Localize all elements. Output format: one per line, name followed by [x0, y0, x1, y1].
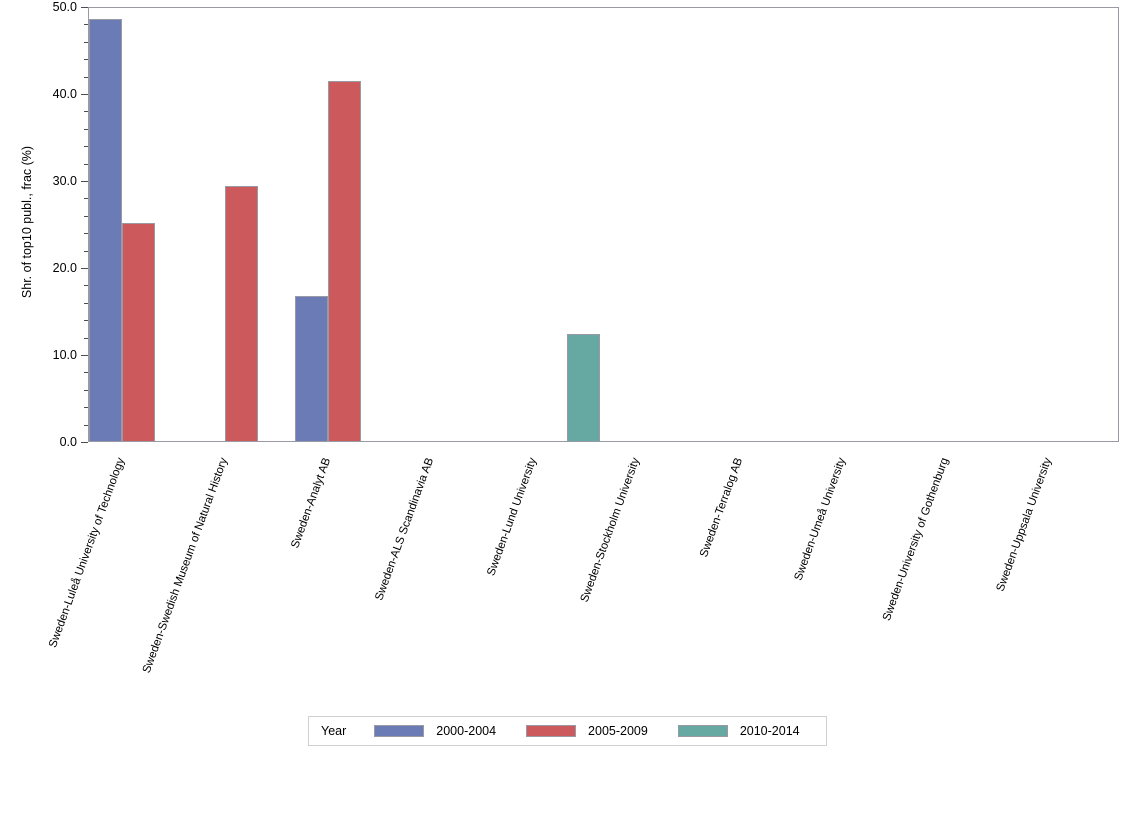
- x-axis-category-label: Sweden-Luleå University of Technology: [46, 456, 127, 650]
- y-tick-label: 10.0: [52, 348, 77, 362]
- legend-label: 2005-2009: [588, 724, 648, 738]
- y-tick-major: [81, 7, 88, 8]
- legend-entries: 2000-2004 2005-2009 2010-2014: [374, 724, 800, 738]
- y-axis-title: Shr. of top10 publ., frac (%): [20, 145, 34, 299]
- y-tick-major: [81, 181, 88, 182]
- bar: [566, 334, 600, 442]
- y-tick-major: [81, 268, 88, 269]
- y-tick-label: 30.0: [52, 174, 77, 188]
- x-axis-category-label: Sweden-University of Gothenburg: [881, 456, 952, 623]
- y-tick-major: [81, 442, 88, 443]
- legend-entry[interactable]: 2010-2014: [677, 724, 800, 738]
- legend-entry[interactable]: 2005-2009: [526, 724, 648, 738]
- y-tick-label: 50.0: [52, 0, 77, 14]
- x-axis-category-label: Sweden-Lund University: [485, 456, 540, 578]
- x-axis-category-label: Sweden-Stockholm University: [578, 456, 643, 604]
- x-axis-category-label: Sweden-Uppsala University: [995, 456, 1055, 594]
- y-tick-label: 0.0: [59, 435, 77, 449]
- legend-swatch: [526, 725, 577, 737]
- x-axis-category-label: Sweden-Terralog AB: [698, 456, 746, 559]
- legend-entry[interactable]: 2000-2004: [374, 724, 496, 738]
- legend-label: 2010-2014: [739, 724, 800, 738]
- legend-label: 2000-2004: [436, 724, 497, 738]
- bar: [224, 186, 258, 442]
- y-tick-major: [81, 94, 88, 95]
- legend: Year 2000-2004 2005-2009 2010-2014: [308, 716, 827, 746]
- bar: [121, 222, 155, 442]
- y-tick-label: 20.0: [52, 261, 77, 275]
- legend-swatch: [374, 725, 425, 737]
- x-axis-category-label: Sweden-ALS Scandinavia AB: [373, 456, 437, 603]
- legend-title: Year: [321, 724, 347, 738]
- x-axis-category-label: Sweden-Swedish Museum of Natural History: [140, 456, 230, 675]
- legend-swatch: [677, 725, 728, 737]
- y-tick-label: 40.0: [52, 87, 77, 101]
- bar: [294, 295, 328, 442]
- bar-chart: Shr. of top10 publ., frac (%) 0.0 10.0 20.…: [0, 0, 1119, 756]
- bars-layer: [88, 7, 1119, 442]
- bar: [327, 80, 361, 442]
- x-axis-category-label: Sweden-Analyt AB: [289, 456, 333, 550]
- plot-area: [88, 7, 1119, 442]
- bar: [88, 19, 122, 442]
- y-axis-ticks: 0.0 10.0 20.0 30.0 40.0 50.0: [0, 0, 88, 756]
- x-axis-category-label: Sweden-Umeå University: [792, 456, 849, 583]
- y-tick-major: [81, 355, 88, 356]
